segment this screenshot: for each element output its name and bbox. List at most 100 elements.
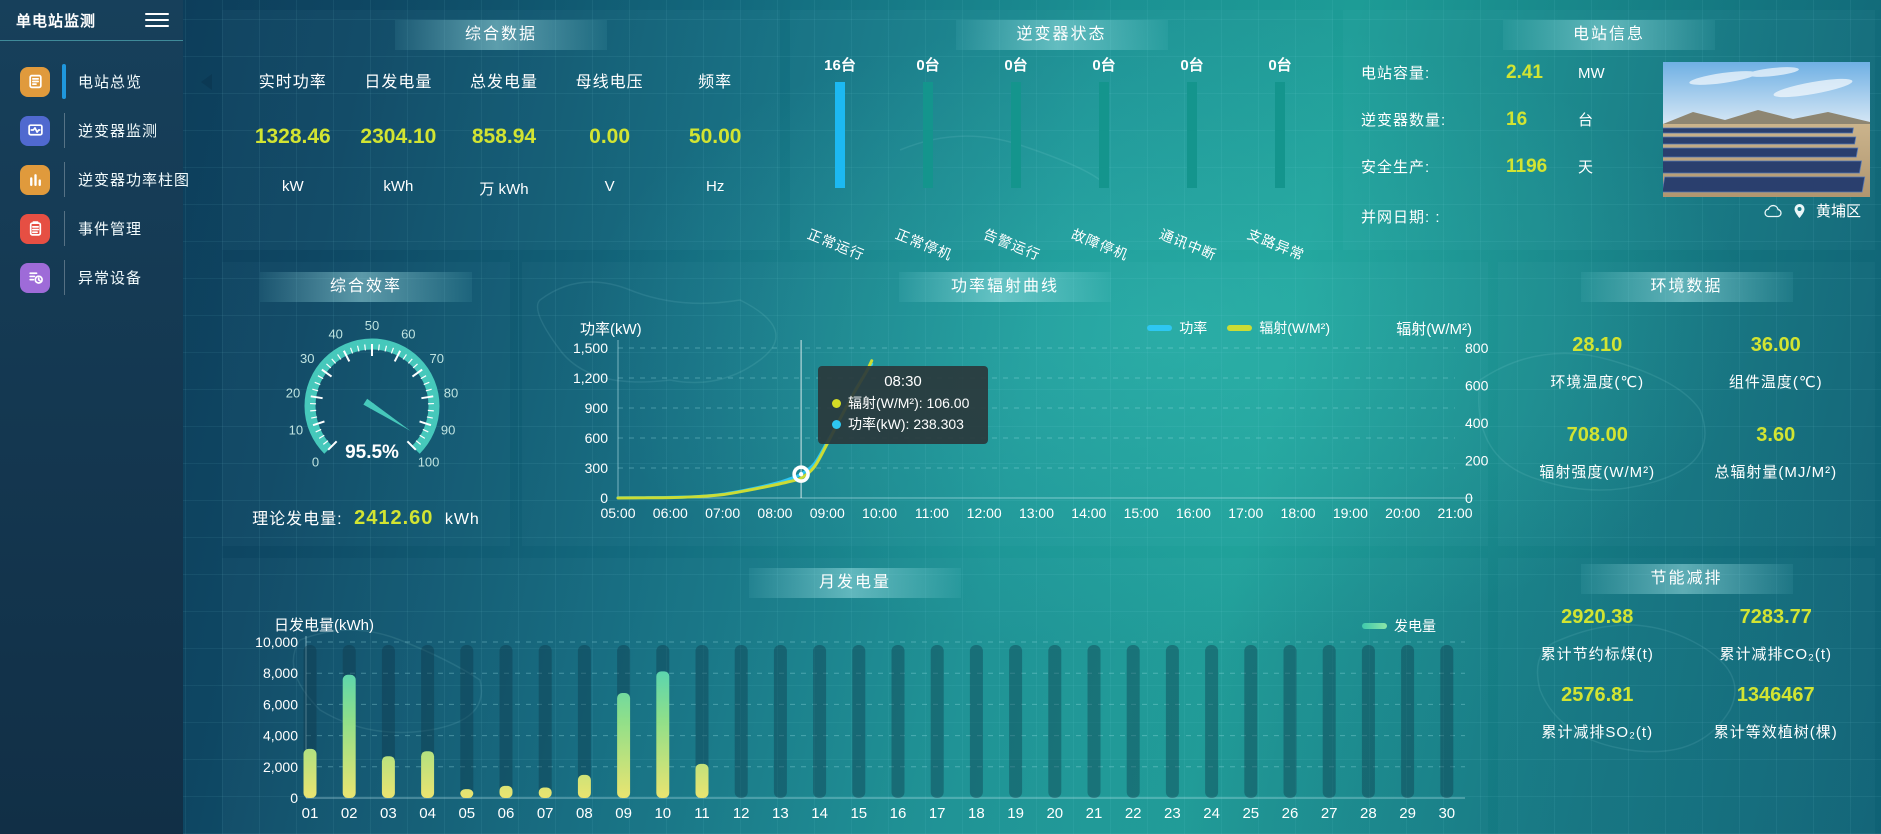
summary-metric-0: 实时功率 1328.46 kW: [240, 68, 346, 199]
inverter-status-group-2: 0台 告警运行: [976, 54, 1056, 263]
svg-text:80: 80: [444, 385, 458, 400]
menu-divider-bar: [64, 260, 65, 295]
inverter-status-bar: [1099, 82, 1109, 188]
svg-text:30: 30: [1438, 805, 1455, 822]
inverter-status-label: 通讯中断: [1157, 225, 1219, 264]
svg-text:15:00: 15:00: [1124, 505, 1159, 521]
metric-value: 1346467: [1736, 684, 1815, 706]
svg-text:400: 400: [1465, 415, 1488, 431]
svg-text:0: 0: [600, 490, 608, 506]
legend-item-1[interactable]: 辐射(W/M²): [1227, 318, 1330, 338]
svg-text:0: 0: [312, 455, 319, 470]
panel-title: 综合效率: [260, 272, 472, 302]
env-grid-metric-0: 28.10 环境温度(℃): [1508, 334, 1687, 392]
svg-text:08: 08: [576, 805, 593, 822]
svg-text:100: 100: [418, 455, 440, 470]
svg-text:29: 29: [1399, 805, 1416, 822]
svg-text:09:00: 09:00: [810, 505, 845, 521]
svg-text:27: 27: [1321, 805, 1338, 822]
metric-value: 2576.81: [1561, 684, 1634, 706]
svg-text:06: 06: [498, 805, 515, 822]
savings-grid-metric-0: 2920.38 累计节约标煤(t): [1508, 606, 1687, 664]
location-pin-icon[interactable]: [1793, 203, 1806, 219]
curve-legend: 功率 辐射(W/M²): [1147, 318, 1330, 338]
tooltip-series-dot: [832, 399, 841, 408]
svg-text:0: 0: [290, 790, 298, 806]
svg-text:600: 600: [585, 430, 609, 446]
panel-title: 综合数据: [395, 20, 607, 50]
sidebar-collapse-arrow[interactable]: [201, 74, 212, 90]
svg-text:14: 14: [811, 805, 828, 822]
svg-text:16: 16: [890, 805, 907, 822]
sidebar-item-4[interactable]: 异常设备: [0, 253, 183, 302]
legend-item[interactable]: 发电量: [1362, 616, 1436, 636]
sidebar-item-1[interactable]: 逆变器监测: [0, 106, 183, 155]
inverter-status-group-5: 0台支路异常: [1240, 54, 1320, 263]
environment-metrics: 28.10 环境温度(℃) 36.00 组件温度(℃) 708.00 辐射强度(W/M²)…: [1508, 334, 1865, 482]
svg-text:25: 25: [1242, 805, 1259, 822]
clipboard-icon: [20, 213, 50, 244]
menu-divider-bar: [62, 64, 66, 99]
sidebar-item-label: 逆变器监测: [78, 123, 159, 140]
panel-power-radiation-curve: 功率辐射曲线 功率(kW) 辐射(W/M²) 功率 辐射(W/M²) 0 300 60…: [522, 262, 1488, 546]
tooltip-rows: 辐射(W/M²): 106.00 功率(kW): 238.303: [832, 393, 974, 435]
svg-text:900: 900: [585, 400, 609, 416]
svg-text:2,000: 2,000: [263, 759, 298, 775]
panel-summary-data: 综合数据 实时功率 1328.46 kW 日发电量 2304.10 kWh 总发电量 858.…: [222, 10, 780, 250]
env-grid-metric-3: 3.60 总辐射量(MJ/M²): [1687, 424, 1866, 482]
inverter-status-label: 正常停机: [893, 225, 955, 264]
tooltip-row-0: 辐射(W/M²): 106.00: [832, 393, 974, 414]
tooltip-series-dot: [832, 420, 841, 429]
svg-text:24: 24: [1203, 805, 1220, 822]
sidebar-item-2[interactable]: 逆变器功率柱图: [0, 155, 189, 204]
legend-label: 辐射(W/M²): [1259, 320, 1330, 336]
legend-item-0[interactable]: 功率: [1147, 318, 1207, 338]
savings-grid-metric-3: 1346467 累计等效植树(棵): [1687, 684, 1866, 742]
inverter-count: 0台: [1268, 57, 1292, 74]
svg-text:6,000: 6,000: [263, 696, 298, 712]
inverter-count: 0台: [1092, 57, 1116, 74]
svg-text:50: 50: [365, 318, 379, 333]
monitor-icon: [20, 115, 50, 146]
metric-value: 708.00: [1566, 424, 1628, 446]
svg-text:28: 28: [1360, 805, 1377, 822]
metric-label: 累计减排SO₂(t): [1541, 724, 1654, 741]
app-title: 单电站监测: [16, 12, 97, 30]
sidebar: 单电站监测 电站总览逆变器监测逆变器功率柱图事件管理异常设备: [0, 0, 189, 834]
sidebar-item-label: 异常设备: [78, 270, 143, 287]
panel-station-info: 电站信息 电站容量: 2.41 MW 逆变器数量: 16 台安全生产: 1196 天 并网日期…: [1343, 10, 1875, 250]
inverter-status-group-4: 0台 通讯中断: [1152, 54, 1232, 263]
monthly-y-axis-title: 日发电量(kWh): [274, 617, 374, 634]
hamburger-menu-icon[interactable]: [145, 13, 169, 27]
sidebar-item-label: 事件管理: [78, 221, 143, 238]
svg-text:20:00: 20:00: [1385, 505, 1420, 521]
cloud-icon[interactable]: [1763, 204, 1783, 218]
monthly-energy-chart[interactable]: 0 2,000 4,000 6,000 8,000 10,000 01 02 03 04 05 06 0…: [222, 558, 1488, 834]
svg-text:10: 10: [654, 805, 671, 822]
panel-monthly-energy: 月发电量 日发电量(kWh) 发电量 0 2,000 4,000 6,000 8,000…: [222, 558, 1488, 834]
station-info-rows: 电站容量: 2.41 MW 逆变器数量: 16 台安全生产: 1196 天: [1361, 62, 1605, 203]
metric-value: 1328.46: [254, 125, 331, 148]
svg-text:95.5%: 95.5%: [345, 442, 399, 463]
metric-value: 28.10: [1572, 334, 1623, 356]
theory-label: 理论发电量:: [252, 511, 343, 528]
sidebar-item-3[interactable]: 事件管理: [0, 204, 183, 253]
menu-divider-bar: [64, 211, 65, 246]
sidebar-item-0[interactable]: 电站总览: [0, 57, 183, 106]
tooltip-text: 功率(kW): 238.303: [848, 416, 964, 432]
metric-label: 累计等效植树(棵): [1713, 724, 1838, 741]
panel-title: 节能减排: [1580, 564, 1793, 594]
svg-text:20: 20: [1046, 805, 1063, 822]
inverter-status-label: 告警运行: [981, 225, 1043, 264]
svg-text:23: 23: [1164, 805, 1181, 822]
svg-text:1,200: 1,200: [573, 370, 608, 386]
menu-divider-bar: [64, 113, 65, 148]
inverter-status-label: 支路异常: [1245, 225, 1307, 264]
menu-divider-bar: [64, 162, 65, 197]
panel-title: 逆变器状态: [955, 20, 1168, 50]
inverter-status-bar: [1187, 82, 1197, 188]
metric-unit: kWh: [383, 178, 414, 195]
svg-text:90: 90: [441, 423, 455, 438]
